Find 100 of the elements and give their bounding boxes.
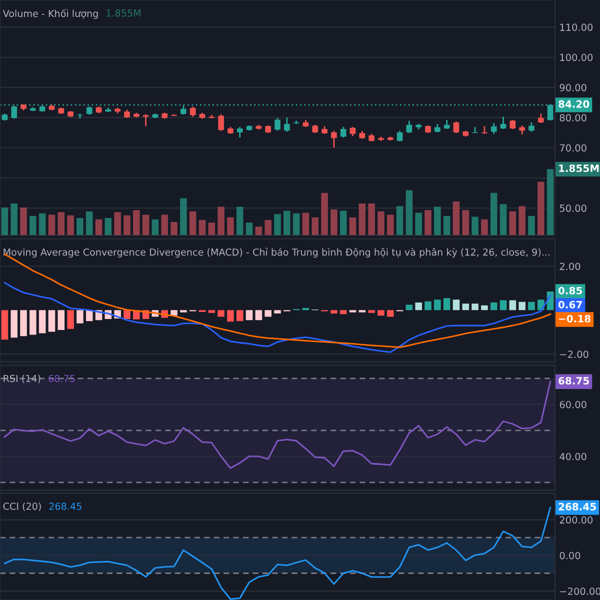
bar [472,216,478,236]
bar [86,211,93,236]
candlestick [406,120,412,134]
bar [1,310,8,340]
bar [292,213,300,236]
candlestick [490,122,497,135]
bar [312,217,319,236]
bar [30,310,36,335]
bar [358,204,366,236]
bar [424,210,432,236]
bar [255,226,262,236]
candlestick [396,130,403,142]
bar [386,310,394,317]
bar [330,310,338,314]
bar [180,198,187,236]
ref-line-label: 84.20 [558,100,590,108]
bar [58,212,65,236]
bar [198,220,206,236]
text: 1.855M [559,164,599,172]
bar [434,206,441,236]
bar [330,209,338,236]
y-tick-label: 70.00 [560,144,586,152]
bar [396,206,404,236]
bar [406,304,413,310]
bar [406,190,413,236]
bar [38,213,46,236]
bar [472,304,478,310]
bar [236,310,244,322]
bar [546,169,554,236]
bar [415,302,422,310]
candlestick [218,114,224,132]
bar [528,216,535,236]
bar [114,212,121,236]
bar [500,300,507,310]
bar [509,211,516,236]
y-tick-label: 2.00 [560,262,580,270]
bar [264,220,272,236]
candlestick [510,119,516,130]
bar [274,214,281,236]
bar [264,310,272,317]
bar [302,212,310,236]
bar [38,310,46,334]
y-tick-label: 110.00 [560,24,593,31]
y-tick-label: 60.00 [560,400,586,408]
bar [340,310,347,314]
bar [378,310,384,316]
bar [481,305,488,310]
bar [227,310,234,322]
bar [95,219,102,236]
candlestick [453,120,460,134]
bar [246,310,253,320]
line-series [4,282,552,353]
bar [500,204,507,236]
bar [104,218,112,236]
bar [509,300,516,310]
y-tick-label: 50.00 [560,204,586,212]
bar [415,212,422,236]
bar [424,301,432,310]
y-tick-label: 40.00 [560,452,586,460]
bar [518,302,526,310]
candlestick [528,122,534,132]
text: −0.18 [559,314,590,322]
bar [1,207,8,236]
bar [434,300,441,310]
annotation: 268.45 [49,502,82,510]
bar [227,217,234,236]
bar [10,204,18,236]
y-tick-label: −2.00 [560,350,588,358]
bar [349,217,356,236]
text: 0.67 [558,300,582,308]
bar [340,210,347,236]
bar [142,214,150,236]
bar [236,206,244,236]
text: 68.75 [558,376,589,385]
bar [208,222,216,236]
bar [368,204,375,236]
bar [124,310,130,319]
bar [133,210,140,236]
bar [284,210,290,236]
bar [528,302,535,310]
bar [86,310,93,322]
bar [152,219,159,236]
bar [452,202,460,236]
bar [48,310,56,332]
candlestick [350,126,356,137]
bar [443,298,450,310]
y-tick-label: 0.00 [560,552,580,560]
bar [490,302,498,310]
y-tick-label: 100.00 [560,54,593,62]
bar [490,192,498,236]
text: RSI (14) [4,374,40,384]
bar [20,310,27,336]
chart-title: Volume - Khối lượng [2,8,98,19]
candlestick [519,124,525,136]
annotation: 68.75 [48,374,75,382]
bar [10,310,18,338]
bar [462,304,470,310]
candlestick [284,116,290,132]
y-tick-label: 80.00 [560,114,586,122]
annotation: 1.855M [106,9,140,17]
